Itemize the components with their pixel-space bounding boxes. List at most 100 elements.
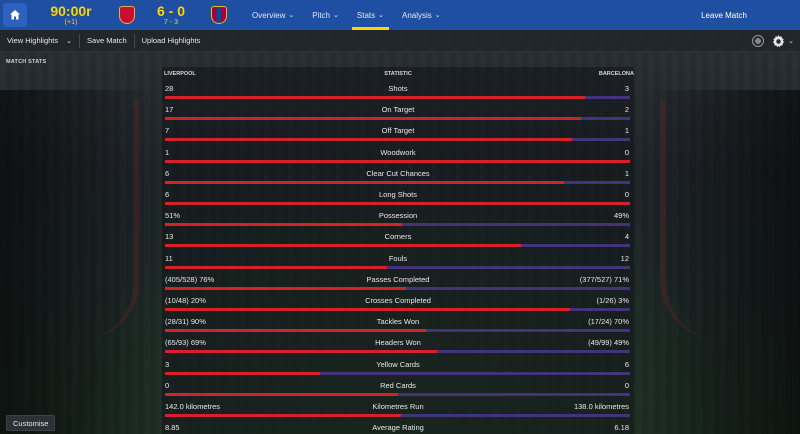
home-share-fill xyxy=(165,308,570,311)
stat-label: Long Shots xyxy=(379,190,417,199)
stat-row: 6 Clear Cut Chances 1 xyxy=(162,166,634,187)
home-share-fill xyxy=(165,329,427,333)
home-value: (405/528) 76% xyxy=(165,274,215,284)
home-share-fill xyxy=(165,202,630,205)
stat-row: (10/48) 20% Crosses Completed (1/26) 3% xyxy=(162,293,634,314)
tab-overview[interactable]: Overview ⌄ xyxy=(243,0,303,30)
home-share-fill xyxy=(165,138,572,142)
home-value: (65/93) 69% xyxy=(165,338,206,348)
home-value: 8.85 xyxy=(165,423,180,433)
toolbar-divider xyxy=(79,33,81,48)
comparison-bar xyxy=(165,244,630,248)
view-highlights-dropdown[interactable]: View Highlights ⌄ xyxy=(0,30,79,52)
away-value: (1/26) 3% xyxy=(596,296,629,305)
home-share-fill xyxy=(165,371,320,375)
stand-decoration-left xyxy=(20,100,140,340)
home-value: 6 xyxy=(165,190,170,199)
away-value: 4 xyxy=(624,232,629,242)
stat-label: Possession xyxy=(378,211,418,221)
stat-row: 11 Fouls 12 xyxy=(162,251,634,272)
stat-label: Fouls xyxy=(388,253,408,263)
score-value: 6 - 0 xyxy=(156,3,185,19)
away-value: 2 xyxy=(624,105,629,115)
stat-label: Crosses Completed xyxy=(365,296,431,305)
stat-label: Red Cards xyxy=(380,380,416,390)
stat-row: 51% Possession 49% xyxy=(162,208,634,229)
stat-label: Clear Cut Chances xyxy=(366,168,430,178)
tab-analysis[interactable]: Analysis ⌄ xyxy=(393,0,450,30)
home-share-fill xyxy=(165,414,401,417)
home-share-fill xyxy=(165,265,388,269)
save-match-button[interactable]: Save Match xyxy=(87,36,127,45)
stat-row: 28 Shots 3 xyxy=(162,81,634,102)
comparison-bar xyxy=(165,371,630,375)
home-value: 11 xyxy=(165,253,173,263)
home-share-fill xyxy=(165,392,398,396)
stat-label: Headers Won xyxy=(375,338,421,348)
comparison-bar xyxy=(165,350,630,354)
comparison-bar xyxy=(165,180,630,184)
comparison-bar xyxy=(165,202,630,205)
tab-stats[interactable]: Stats ⌄ xyxy=(348,0,393,30)
home-value: 142.0 kilometres xyxy=(165,402,221,411)
stat-row: 7 Off Target 1 xyxy=(162,123,634,144)
match-stats-panel: LIVERPOOL STATISTIC BARCELONA 28 Shots 3 17… xyxy=(162,67,634,434)
liverpool-crest-icon[interactable] xyxy=(119,6,135,24)
home-share-fill xyxy=(165,244,521,248)
scoreline: 6 - 0 7 - 3 xyxy=(151,4,191,26)
stat-row: (405/528) 76% Passes Completed (377/527) 7… xyxy=(162,272,634,293)
stat-label: Tackles Won xyxy=(376,317,420,327)
stat-label: Woodwork xyxy=(380,147,416,157)
comparison-bar xyxy=(165,392,630,396)
upload-highlights-button[interactable]: Upload Highlights xyxy=(141,36,201,45)
added-time: (+1) xyxy=(64,19,78,26)
home-share-fill xyxy=(165,96,585,99)
home-value: 3 xyxy=(165,359,170,369)
stat-label: On Target xyxy=(381,105,415,115)
away-value: 0 xyxy=(624,190,629,199)
home-value: 51% xyxy=(165,211,181,221)
stat-label: Shots xyxy=(388,84,408,93)
tab-pitch[interactable]: Pitch ⌄ xyxy=(303,0,348,30)
customise-button[interactable]: Customise xyxy=(6,415,56,431)
stat-row: 0 Red Cards 0 xyxy=(162,378,634,399)
toolbar-divider xyxy=(133,33,135,48)
section-title: MATCH STATS xyxy=(6,59,47,65)
away-value: 6.18 xyxy=(614,423,629,433)
clock-time: 90:00r xyxy=(50,3,92,19)
settings-button[interactable]: ⌄ xyxy=(772,34,794,48)
stat-row: 13 Corners 4 xyxy=(162,229,634,250)
away-value: 12 xyxy=(620,253,629,263)
record-icon[interactable] xyxy=(752,35,765,47)
tab-label: Stats xyxy=(356,10,376,20)
away-value: 0 xyxy=(624,147,629,157)
comparison-bar xyxy=(165,308,630,311)
match-header-bar: 90:00r (+1) 6 - 0 7 - 3 Overview ⌄ Pitch ⌄… xyxy=(0,0,800,30)
stat-row: (28/31) 90% Tackles Won (17/24) 70% xyxy=(162,314,634,335)
away-value: 6 xyxy=(624,359,629,369)
stats-header: LIVERPOOL STATISTIC BARCELONA xyxy=(162,67,634,81)
away-value: 1 xyxy=(624,126,629,136)
away-value: (377/527) 71% xyxy=(579,274,629,284)
comparison-bar xyxy=(165,329,630,333)
barcelona-crest-icon[interactable] xyxy=(211,6,227,24)
home-button[interactable] xyxy=(3,3,27,27)
away-value: (49/99) 49% xyxy=(588,338,629,348)
stat-row: 1 Woodwork 0 xyxy=(162,145,634,166)
home-value: 13 xyxy=(165,232,174,242)
home-value: 17 xyxy=(165,105,174,115)
leave-match-button[interactable]: Leave Match xyxy=(648,0,800,30)
view-highlights-label: View Highlights xyxy=(7,36,59,45)
stat-row: (65/93) 69% Headers Won (49/99) 49% xyxy=(162,335,634,356)
comparison-bar xyxy=(165,159,630,163)
aggregate-score: 7 - 3 xyxy=(163,19,178,26)
comparison-bar xyxy=(165,138,630,142)
away-team-header: BARCELONA xyxy=(598,71,634,77)
home-share-fill xyxy=(165,350,438,354)
home-icon xyxy=(10,10,20,20)
away-value: 1 xyxy=(624,168,629,178)
stat-label: Off Target xyxy=(381,126,415,136)
gear-icon xyxy=(772,34,785,47)
stat-label: Passes Completed xyxy=(366,274,430,284)
home-team-header: LIVERPOOL xyxy=(164,71,196,77)
